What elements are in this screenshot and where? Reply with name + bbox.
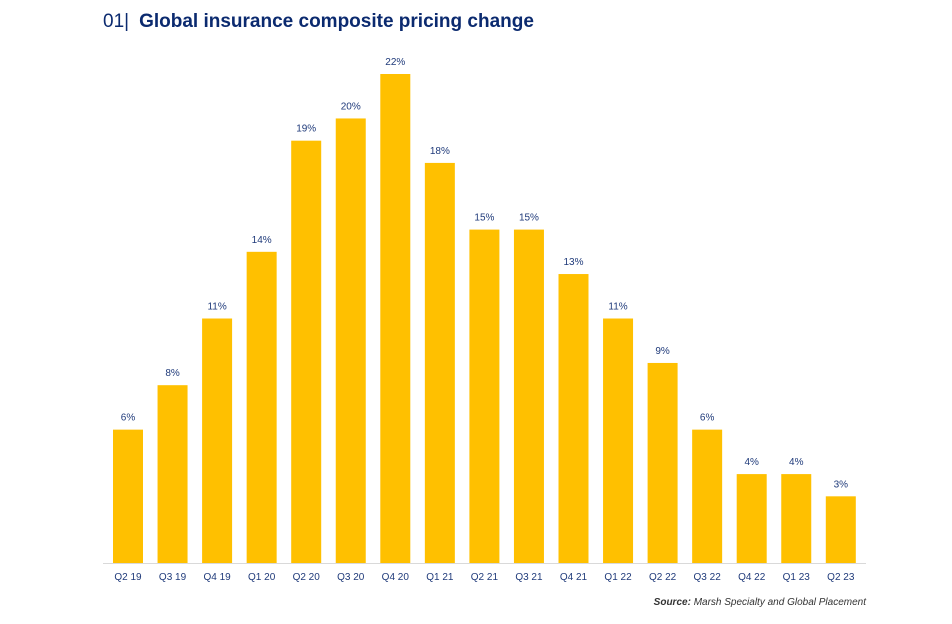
data-label: 15%	[474, 213, 494, 224]
x-tick-label: Q1 23	[783, 572, 811, 583]
bar-q1-21	[424, 162, 455, 563]
bars-group	[113, 74, 856, 564]
x-tick-label: Q3 19	[159, 572, 187, 583]
data-label: 4%	[789, 457, 804, 468]
data-label: 13%	[563, 257, 583, 268]
x-tick-label: Q4 22	[738, 572, 766, 583]
source-label: Source:	[653, 597, 691, 608]
x-tick-label: Q3 20	[337, 572, 365, 583]
x-tick-label: Q3 21	[515, 572, 543, 583]
data-label: 4%	[744, 457, 759, 468]
title-separator: |	[124, 11, 130, 32]
data-label: 11%	[608, 302, 627, 313]
bar-q4-19	[202, 318, 233, 563]
data-label: 19%	[296, 124, 316, 135]
value-labels-group: 6% 8% 11% 14% 19% 20% 22% 18% 15% 15% 13% 11% 9% 6% 4%…	[121, 57, 848, 490]
bar-q2-20	[291, 140, 322, 563]
bar-q3-19	[157, 385, 188, 563]
x-tick-label: Q1 22	[604, 572, 632, 583]
data-label: 14%	[252, 235, 272, 246]
data-label: 11%	[207, 302, 226, 313]
bar-q2-22	[647, 362, 678, 563]
bar-q2-23	[825, 496, 856, 563]
bar-q4-20	[380, 74, 411, 563]
chart-number: 01	[103, 11, 125, 32]
bar-q3-21	[513, 229, 544, 563]
data-label: 20%	[341, 101, 361, 112]
data-label: 6%	[700, 413, 715, 424]
source-text: Marsh Specialty and Global Placement	[693, 597, 866, 608]
bar-q3-20	[335, 118, 366, 564]
bar-q4-22	[736, 474, 767, 563]
bar-q1-23	[781, 474, 812, 563]
x-tick-label: Q2 23	[827, 572, 855, 583]
data-label: 18%	[430, 146, 450, 157]
bar-q1-20	[246, 251, 277, 563]
data-label: 9%	[655, 346, 670, 357]
x-tick-label: Q1 21	[426, 572, 454, 583]
bar-q4-21	[558, 274, 589, 563]
source-note: Source: Marsh Specialty and Global Place…	[654, 597, 866, 608]
chart-title: 01| Global insurance composite pricing ch…	[103, 11, 534, 33]
chart-title-text: Global insurance composite pricing chang…	[139, 11, 534, 32]
bar-q2-21	[469, 229, 500, 563]
x-tick-label: Q1 20	[248, 572, 276, 583]
x-tick-label: Q4 20	[382, 572, 410, 583]
x-tick-label: Q2 19	[114, 572, 142, 583]
bar-q3-22	[692, 429, 723, 563]
x-tick-label: Q2 22	[649, 572, 677, 583]
data-label: 22%	[385, 57, 405, 68]
bar-q1-22	[603, 318, 634, 563]
data-label: 8%	[165, 368, 180, 379]
x-tick-label: Q2 20	[293, 572, 321, 583]
data-label: 6%	[121, 413, 136, 424]
bar-q2-19	[113, 429, 143, 563]
x-tick-label: Q3 22	[694, 572, 722, 583]
data-label: 3%	[834, 479, 849, 490]
data-label: 15%	[519, 213, 539, 224]
x-tick-label: Q2 21	[471, 572, 499, 583]
x-tick-label: Q4 19	[203, 572, 231, 583]
x-tick-labels-group: Q2 19 Q3 19 Q4 19 Q1 20 Q2 20 Q3 20 Q4 20 Q1 21…	[114, 572, 854, 583]
x-tick-label: Q4 21	[560, 572, 588, 583]
